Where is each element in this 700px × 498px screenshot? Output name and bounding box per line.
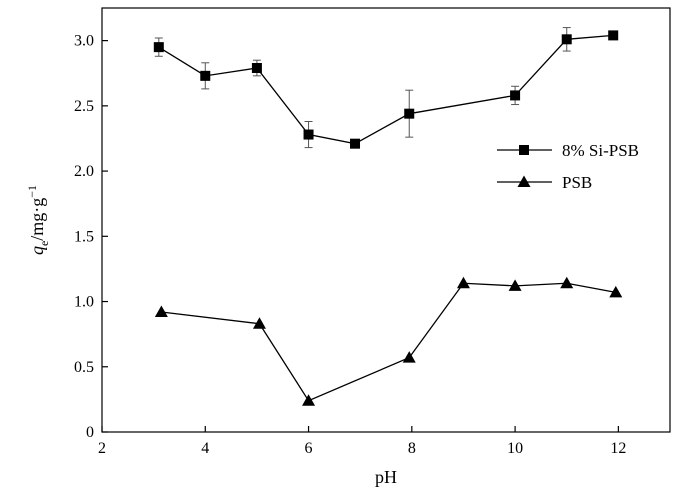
data-point	[153, 42, 164, 53]
series-si-psb	[153, 27, 619, 149]
y-tick-label: 2.0	[74, 163, 94, 180]
x-axis-label: pH	[375, 467, 397, 487]
y-axis: 0 0.5 1.0 1.5 2.0 2.5 3.0	[74, 33, 108, 441]
y-tick-label: 0.5	[74, 359, 94, 376]
x-axis: 2 4 6 8 10 12	[98, 426, 626, 457]
data-point	[200, 70, 211, 81]
y-tick-label: 1.0	[74, 294, 94, 311]
legend-label: PSB	[562, 173, 592, 192]
x-tick-label: 4	[201, 440, 209, 457]
data-point	[303, 129, 314, 140]
plot-frame	[101, 7, 671, 433]
x-tick-label: 8	[408, 440, 416, 457]
y-tick-label: 0	[86, 424, 94, 441]
y-axis-label-rest: /mg·g	[27, 198, 47, 241]
data-point	[350, 138, 361, 149]
data-point	[302, 394, 316, 406]
data-point	[251, 63, 262, 74]
y-axis-label-sub: e	[37, 241, 51, 246]
x-tick-label: 2	[98, 440, 106, 457]
data-point	[402, 351, 416, 363]
series-line	[161, 282, 616, 402]
data-point	[154, 305, 168, 317]
y-axis-label-main: q	[27, 246, 47, 255]
x-tick-label: 6	[305, 440, 313, 457]
data-point	[508, 279, 522, 291]
y-tick-label: 1.5	[74, 228, 94, 245]
data-point	[608, 30, 619, 41]
legend-marker	[519, 145, 529, 155]
data-point	[404, 108, 415, 119]
data-point	[609, 285, 623, 298]
y-axis-label: qe/mg·g−1	[25, 185, 51, 255]
series-layer	[153, 27, 623, 406]
y-tick-label: 2.5	[74, 98, 94, 115]
data-point	[510, 90, 521, 101]
y-axis-label-sup: −1	[25, 185, 39, 198]
legend-marker	[517, 175, 531, 187]
x-tick-label: 10	[507, 440, 523, 457]
series-psb	[154, 276, 623, 406]
y-tick-label: 3.0	[74, 33, 94, 50]
x-tick-label: 12	[610, 440, 626, 457]
legend: 8% Si-PSB PSB	[497, 141, 639, 192]
data-point	[560, 276, 574, 289]
data-point	[561, 34, 572, 45]
data-point	[252, 317, 266, 329]
legend-label: 8% Si-PSB	[562, 141, 639, 160]
data-point	[456, 276, 470, 289]
series-line	[158, 34, 614, 145]
